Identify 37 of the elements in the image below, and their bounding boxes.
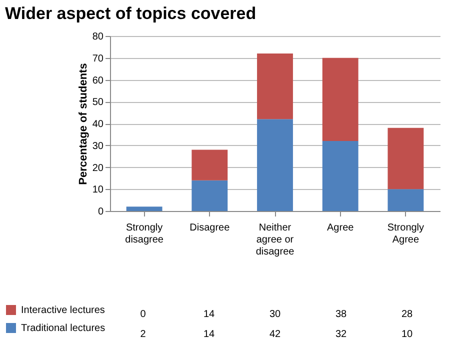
bar: [192, 180, 228, 211]
x-tick-label: Strongly disagree: [125, 222, 164, 246]
bar: [388, 128, 424, 190]
y-tick-label: 10: [92, 184, 104, 196]
data-label: 32: [335, 329, 347, 340]
bar: [257, 54, 293, 120]
x-tick-label: Neither agree or disagree: [256, 222, 295, 258]
data-label: 10: [401, 329, 413, 340]
y-tick-label: 30: [92, 140, 104, 152]
bar: [388, 189, 424, 211]
data-label: 28: [401, 309, 413, 320]
x-tick-label: Strongly Agree: [387, 222, 424, 246]
y-tick-label: 50: [92, 97, 104, 108]
bar: [322, 58, 358, 141]
data-label: 38: [335, 309, 347, 320]
legend-label: Interactive lectures: [21, 305, 105, 316]
y-tick-label: 70: [92, 53, 104, 64]
bar: [192, 150, 228, 180]
legend-label: Traditional lectures: [21, 323, 106, 334]
data-label: 14: [203, 309, 215, 320]
bar: [126, 206, 162, 211]
y-tick-label: 0: [98, 206, 104, 218]
x-tick-label: Disagree: [190, 222, 230, 234]
y-tick-label: 20: [92, 162, 104, 174]
data-label: 42: [269, 329, 281, 340]
data-label: 2: [140, 329, 146, 340]
data-label: 30: [269, 309, 281, 320]
chart-title: Wider aspect of topics covered: [5, 4, 256, 23]
bar: [322, 141, 358, 211]
y-tick-label: 60: [92, 75, 104, 86]
data-label: 0: [140, 309, 146, 320]
x-tick-label: Agree: [327, 222, 354, 234]
bar: [257, 119, 293, 211]
y-tick-label: 80: [92, 32, 104, 42]
y-axis-title: Percentage of students: [77, 63, 90, 185]
data-label: 14: [203, 329, 215, 340]
y-tick-label: 40: [92, 119, 104, 130]
